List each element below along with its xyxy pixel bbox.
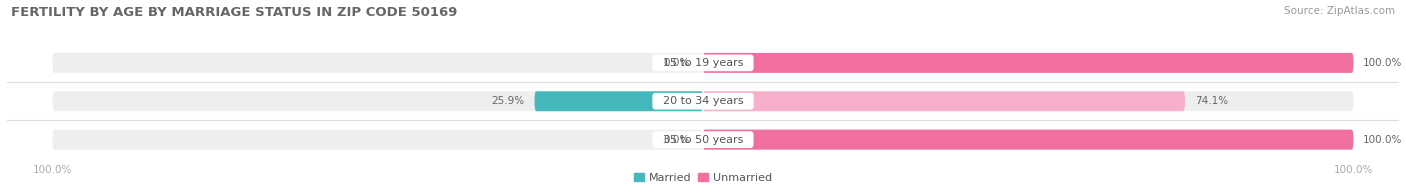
FancyBboxPatch shape [703, 91, 1354, 111]
Text: Source: ZipAtlas.com: Source: ZipAtlas.com [1284, 6, 1395, 16]
Text: 74.1%: 74.1% [1195, 96, 1227, 106]
Text: 100.0%: 100.0% [1364, 135, 1403, 145]
Text: 25.9%: 25.9% [492, 96, 524, 106]
FancyBboxPatch shape [52, 130, 703, 150]
FancyBboxPatch shape [534, 91, 703, 111]
FancyBboxPatch shape [703, 130, 1354, 150]
FancyBboxPatch shape [703, 53, 1354, 73]
FancyBboxPatch shape [52, 91, 703, 111]
Text: 100.0%: 100.0% [1364, 58, 1403, 68]
FancyBboxPatch shape [703, 130, 1354, 150]
FancyBboxPatch shape [52, 53, 703, 73]
Legend: Married, Unmarried: Married, Unmarried [634, 173, 772, 183]
Text: 35 to 50 years: 35 to 50 years [655, 135, 751, 145]
Text: 20 to 34 years: 20 to 34 years [655, 96, 751, 106]
Text: FERTILITY BY AGE BY MARRIAGE STATUS IN ZIP CODE 50169: FERTILITY BY AGE BY MARRIAGE STATUS IN Z… [11, 6, 457, 19]
Text: 0.0%: 0.0% [664, 58, 690, 68]
FancyBboxPatch shape [703, 91, 1185, 111]
Text: 0.0%: 0.0% [664, 135, 690, 145]
FancyBboxPatch shape [703, 53, 1354, 73]
Text: 15 to 19 years: 15 to 19 years [655, 58, 751, 68]
